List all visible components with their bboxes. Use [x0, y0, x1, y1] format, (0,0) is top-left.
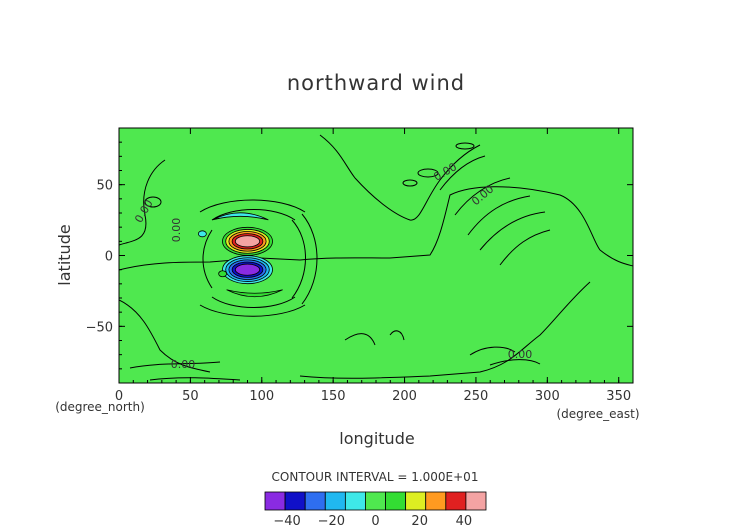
- colorbar-tick-label: 40: [456, 514, 473, 529]
- x-tick-label: 300: [535, 389, 560, 404]
- contour-band: [197, 230, 207, 238]
- contour-band: [234, 263, 261, 276]
- colorbar-swatch: [425, 491, 447, 511]
- arc-north-inner: [211, 209, 296, 221]
- wave-train-2: [454, 177, 511, 216]
- zero-contour-upper-band: [119, 134, 481, 246]
- colorbar-swatch: [304, 491, 326, 511]
- zero-contour-southwest: [129, 361, 241, 381]
- x-tick-label: 250: [464, 389, 489, 404]
- wave-train-south-2: [389, 330, 405, 341]
- wave-train-south-4: [489, 359, 541, 366]
- y-tick-label: 50: [96, 179, 113, 194]
- wave-train-5: [499, 229, 551, 266]
- arc-south-outer: [199, 304, 306, 317]
- colorbar-swatch: [264, 491, 286, 511]
- x-tick-label: 50: [182, 389, 199, 404]
- arc-east-2: [301, 213, 318, 305]
- colorbar-swatch: [465, 491, 487, 511]
- x-axis: 0 50 100 150 200 250 300 350: [115, 128, 634, 404]
- contour-band: [226, 289, 283, 298]
- colorbar: −40 −20 0 20 40: [264, 491, 487, 529]
- colorbar-swatch: [365, 491, 386, 511]
- colorbar-tick-label: 0: [371, 514, 379, 529]
- contour-band: [234, 235, 261, 248]
- colorbar-tick-label: −20: [318, 514, 345, 529]
- wave-train-4: [479, 211, 546, 251]
- contour-label: 0.00: [171, 358, 196, 371]
- x-tick-label: 0: [115, 389, 123, 404]
- wave-train-1: [439, 155, 486, 191]
- x-tick-label: 350: [606, 389, 631, 404]
- y-axis: −50 0 50: [86, 141, 633, 370]
- colorbar-swatch: [284, 491, 306, 511]
- x-tick-label: 150: [321, 389, 346, 404]
- colorbar-tick-label: −40: [273, 514, 300, 529]
- arc-south-inner: [211, 296, 296, 308]
- zero-contour-loop: [402, 179, 418, 187]
- zero-contour-north: [119, 186, 633, 271]
- zero-contour-south: [119, 281, 591, 379]
- colorbar-tick-label: 20: [411, 514, 428, 529]
- colorbar-swatch: [324, 491, 346, 511]
- contour-label: 0.00: [508, 348, 533, 361]
- contour-interval-text: CONTOUR INTERVAL = 1.000E+01: [272, 470, 479, 484]
- zero-contour-loop: [455, 142, 475, 150]
- wave-train-3: [467, 195, 531, 236]
- wave-train-south-1: [344, 333, 376, 346]
- arc-north-outer: [199, 199, 306, 213]
- contour-band: [218, 270, 228, 278]
- contour-lines: [119, 134, 633, 381]
- y-axis-label: latitude: [55, 224, 74, 285]
- contour-band: [212, 212, 269, 221]
- colorbar-swatch: [405, 491, 427, 511]
- y-tick-label: −50: [86, 320, 113, 335]
- x-axis-label: longitude: [339, 429, 414, 448]
- x-tick-label: 100: [249, 389, 274, 404]
- y-tick-label: 0: [105, 250, 113, 265]
- arc-east: [291, 219, 306, 299]
- y-unit-label: (degree_north): [55, 400, 145, 414]
- zero-contour-loop: [144, 196, 162, 208]
- arc-west: [202, 229, 213, 289]
- x-tick-label: 200: [392, 389, 417, 404]
- contour-label: 0.00: [170, 218, 183, 243]
- colorbar-swatch: [344, 491, 366, 511]
- wave-train-south-3: [469, 346, 516, 356]
- contour-features: [197, 212, 283, 298]
- plot-area: [119, 128, 633, 383]
- x-unit-label: (degree_east): [556, 407, 639, 421]
- colorbar-swatch: [385, 491, 407, 511]
- zero-contour-loop: [417, 168, 439, 178]
- colorbar-swatch: [445, 491, 467, 511]
- chart-title: northward wind: [287, 71, 465, 95]
